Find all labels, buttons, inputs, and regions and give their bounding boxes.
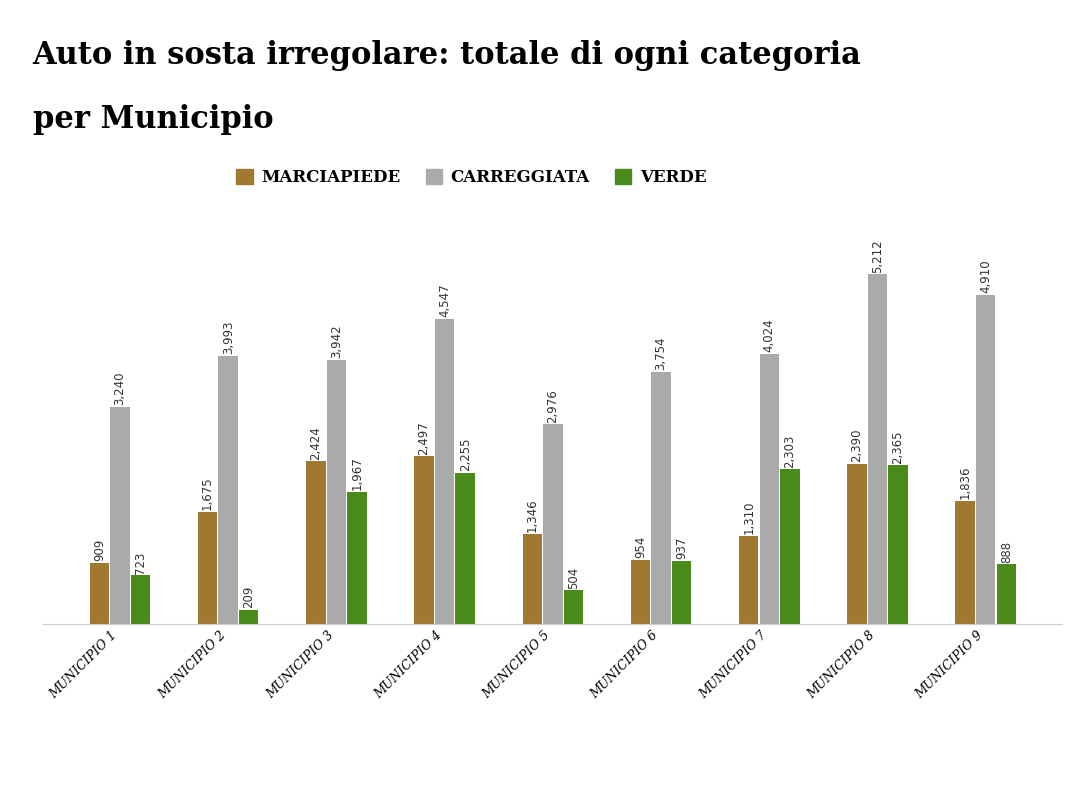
Bar [326, 359, 346, 624]
Text: 504: 504 [567, 566, 580, 589]
Text: 5,212: 5,212 [870, 239, 883, 273]
Text: 1,675: 1,675 [202, 476, 215, 510]
Bar [760, 354, 779, 624]
Text: 4,910: 4,910 [979, 259, 992, 293]
Bar [522, 534, 542, 624]
Bar [198, 512, 218, 624]
Bar [455, 473, 475, 624]
Legend: MARCIAPIEDE, CARREGGIATA, VERDE: MARCIAPIEDE, CARREGGIATA, VERDE [230, 162, 713, 193]
Text: 937: 937 [675, 537, 688, 559]
Bar [651, 372, 671, 624]
Text: 3,240: 3,240 [114, 371, 127, 405]
Text: 954: 954 [634, 536, 647, 558]
Bar [90, 563, 109, 624]
Text: 1,346: 1,346 [526, 498, 539, 532]
Text: 4,024: 4,024 [763, 318, 776, 352]
Bar [868, 274, 887, 624]
Bar [414, 457, 434, 624]
Text: 2,497: 2,497 [417, 421, 430, 454]
Bar [631, 560, 650, 624]
Text: 1,836: 1,836 [958, 466, 971, 499]
Bar [955, 501, 975, 624]
Bar [543, 424, 563, 624]
Bar [739, 536, 759, 624]
Bar [848, 464, 867, 624]
Bar [888, 466, 907, 624]
Bar [976, 294, 995, 624]
Text: 723: 723 [134, 551, 147, 574]
Text: 2,255: 2,255 [459, 438, 472, 471]
Text: 209: 209 [242, 586, 255, 608]
Text: 1,967: 1,967 [350, 457, 363, 490]
Bar [219, 356, 237, 624]
Text: 3,942: 3,942 [330, 324, 343, 358]
Bar [435, 319, 454, 624]
Text: 2,424: 2,424 [309, 426, 322, 460]
Text: 2,390: 2,390 [851, 429, 864, 462]
Bar [131, 575, 151, 624]
Bar [111, 406, 130, 624]
Bar [347, 492, 366, 624]
Text: per Municipio: per Municipio [33, 104, 273, 135]
Text: 2,976: 2,976 [546, 389, 559, 422]
Bar [672, 561, 692, 624]
Text: 3,754: 3,754 [655, 337, 668, 370]
Text: 3,993: 3,993 [222, 321, 235, 354]
Bar [306, 462, 325, 624]
Text: 4,547: 4,547 [438, 284, 451, 318]
Bar [564, 590, 583, 624]
Text: 1,310: 1,310 [743, 501, 756, 534]
Bar [996, 565, 1016, 624]
Text: 909: 909 [93, 539, 106, 562]
Text: 2,303: 2,303 [784, 434, 797, 468]
Text: Auto in sosta irregolare: totale di ogni categoria: Auto in sosta irregolare: totale di ogni… [33, 40, 862, 71]
Bar [780, 470, 800, 624]
Text: 888: 888 [999, 541, 1012, 562]
Bar [238, 610, 258, 624]
Text: 2,365: 2,365 [891, 430, 904, 464]
